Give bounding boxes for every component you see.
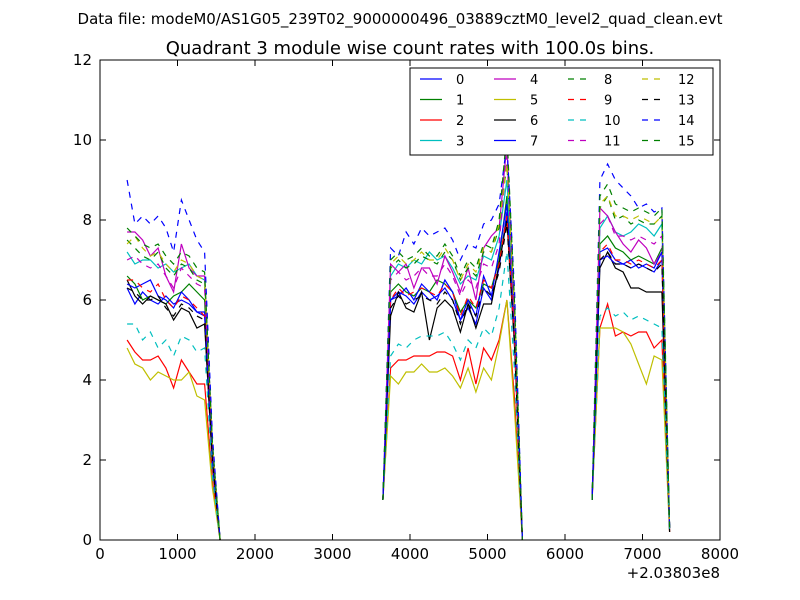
axes: 0 1000 2000 3000 4000 5000 6000 7000 80000246810… xyxy=(73,51,739,563)
legend-label-14: 14 xyxy=(678,114,695,129)
x-tick-label: 8000 xyxy=(701,545,739,563)
legend-label-3: 3 xyxy=(456,135,464,150)
series-5-line-1 xyxy=(126,347,221,540)
y-tick-label: 0 xyxy=(82,531,92,549)
legend-label-9: 9 xyxy=(604,94,612,109)
chart-title: Quadrant 3 module wise count rates with … xyxy=(166,38,655,59)
series-9-line-1 xyxy=(127,279,221,540)
series-10-line-1 xyxy=(127,323,221,540)
legend-label-1: 1 xyxy=(456,94,464,109)
series-5-line-2 xyxy=(382,299,523,540)
y-tick-label: 4 xyxy=(82,371,92,389)
legend-label-4: 4 xyxy=(530,73,538,88)
legend-label-13: 13 xyxy=(678,94,695,109)
x-tick-label: 0 xyxy=(95,545,105,563)
x-tick-label: 4000 xyxy=(391,545,429,563)
x-tick-label: 6000 xyxy=(546,545,584,563)
series-4-line-3 xyxy=(591,206,671,533)
series-15-line-2 xyxy=(382,131,523,540)
series-9-line-2 xyxy=(382,215,523,540)
series-11-line-2 xyxy=(382,155,523,540)
series-7-line-1 xyxy=(126,279,221,540)
plot-area xyxy=(126,131,671,540)
legend-label-11: 11 xyxy=(604,135,621,150)
series-3-line-3 xyxy=(591,214,671,529)
series-11-line-3 xyxy=(591,214,671,529)
series-7-line-3 xyxy=(591,251,671,529)
series-15-line-3 xyxy=(591,182,671,529)
series-11-line-1 xyxy=(126,255,221,540)
series-2-line-1 xyxy=(126,339,221,540)
series-1-line-1 xyxy=(126,275,221,540)
series-12-line-3 xyxy=(591,194,671,529)
legend-label-0: 0 xyxy=(456,73,464,88)
series-13-line-2 xyxy=(382,223,523,540)
figure-suptitle: Data file: modeM0/AS1G05_239T02_90000004… xyxy=(78,10,723,29)
series-2-line-2 xyxy=(382,299,523,540)
series-12-line-1 xyxy=(126,235,221,540)
y-tick-label: 12 xyxy=(73,51,92,69)
legend-box xyxy=(409,67,714,156)
series-9-line-3 xyxy=(591,242,671,529)
series-10-line-3 xyxy=(591,307,671,533)
x-tick-label: 3000 xyxy=(313,545,351,563)
y-tick-label: 2 xyxy=(82,451,92,469)
y-tick-label: 8 xyxy=(82,211,92,229)
series-4-line-1 xyxy=(127,231,221,540)
series-5-line-3 xyxy=(591,327,671,533)
legend-label-6: 6 xyxy=(530,114,538,129)
legend-label-8: 8 xyxy=(604,73,612,88)
x-tick-label: 5000 xyxy=(468,545,506,563)
y-tick-label: 6 xyxy=(82,291,92,309)
series-14-line-2 xyxy=(382,143,523,540)
x-offset-label: +2.03803e8 xyxy=(627,564,720,582)
series-14-line-3 xyxy=(591,162,671,529)
x-tick-label: 7000 xyxy=(623,545,661,563)
series-0-line-3 xyxy=(591,247,671,529)
legend-label-10: 10 xyxy=(604,114,621,129)
series-13-line-1 xyxy=(126,287,221,540)
series-7-line-2 xyxy=(382,203,523,540)
x-tick-label: 2000 xyxy=(236,545,274,563)
legend-label-7: 7 xyxy=(530,135,538,150)
series-10-line-2 xyxy=(382,251,523,540)
legend-label-5: 5 xyxy=(530,94,538,109)
x-tick-label: 1000 xyxy=(158,545,196,563)
legend-label-15: 15 xyxy=(678,135,695,150)
series-2-line-3 xyxy=(591,301,671,533)
legend-label-2: 2 xyxy=(456,114,464,129)
y-tick-label: 10 xyxy=(73,131,92,149)
legend-label-12: 12 xyxy=(678,73,695,88)
series-8-line-3 xyxy=(591,194,671,529)
series-12-line-2 xyxy=(382,163,523,540)
series-15-line-1 xyxy=(126,227,221,540)
